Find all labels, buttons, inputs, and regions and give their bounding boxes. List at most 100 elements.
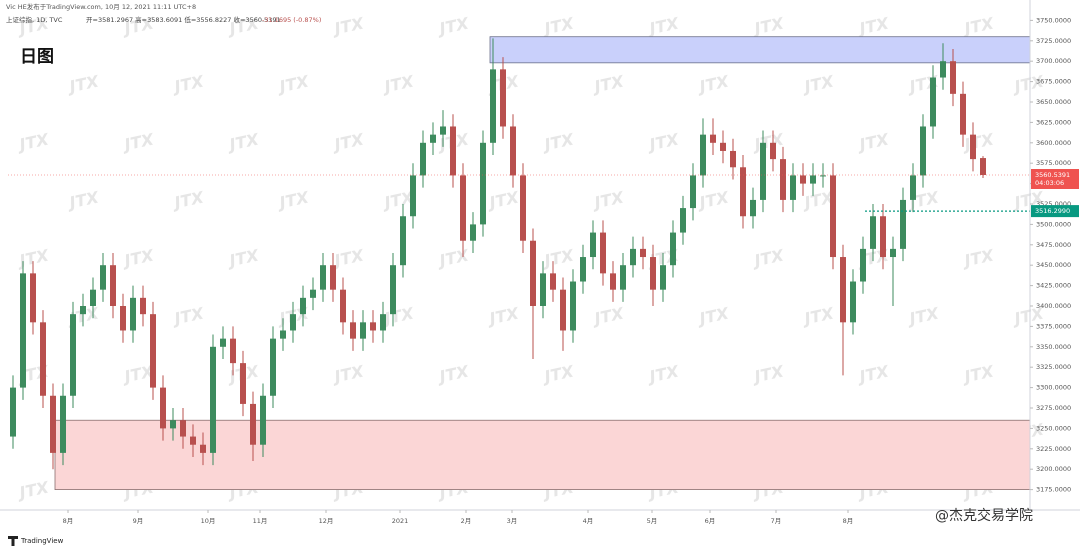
candle-body [410, 175, 416, 217]
watermark-credit: @杰克交易学院 [935, 507, 1033, 524]
candle-body [570, 281, 576, 331]
candle-body [120, 306, 126, 331]
candle-body [420, 142, 426, 176]
candle-body [800, 175, 806, 184]
candle-body [980, 158, 986, 176]
candle-body [10, 387, 16, 437]
y-tick-label: 3400.0000 [1036, 302, 1071, 310]
change-line: -31.1695 (-0.87%) [262, 16, 321, 24]
chart-title: 日图 [20, 47, 54, 67]
logo-text: TradingView [20, 537, 64, 545]
candle-body [830, 175, 836, 258]
candle-body [530, 240, 536, 306]
candle-body [920, 126, 926, 176]
candle-body [320, 265, 326, 290]
candle-body [460, 175, 466, 241]
candle-body [670, 232, 676, 266]
x-tick-label: 12月 [319, 517, 334, 525]
y-tick-label: 3350.0000 [1036, 343, 1071, 351]
candle-body [100, 265, 106, 290]
candle-body [260, 395, 266, 445]
candle-body [510, 126, 516, 176]
candle-body [160, 387, 166, 429]
candle-body [80, 306, 86, 315]
y-tick-label: 3225.0000 [1036, 445, 1071, 453]
candle-body [650, 257, 656, 290]
candle-body [240, 363, 246, 404]
y-tick-label: 3425.0000 [1036, 282, 1071, 290]
y-tick-label: 3275.0000 [1036, 404, 1071, 412]
candle-body [70, 314, 76, 396]
candle-body [390, 265, 396, 315]
candle-body [860, 248, 866, 282]
candle-body [230, 338, 236, 364]
y-tick-label: 3300.0000 [1036, 384, 1071, 392]
candle-body [590, 232, 596, 258]
x-tick-label: 8月 [843, 517, 854, 525]
author-line: Vic HE发布于TradingView.com, 10月 12, 2021 1… [6, 2, 196, 11]
candle-body [210, 346, 216, 453]
x-tick-label: 6月 [705, 517, 716, 525]
candle-body [760, 142, 766, 200]
x-tick-label: 2月 [461, 517, 472, 525]
candle-body [290, 314, 296, 331]
x-tick-label: 7月 [771, 517, 782, 525]
candle-body [90, 289, 96, 306]
x-tick-label: 11月 [253, 517, 268, 525]
y-tick-label: 3750.0000 [1036, 16, 1071, 24]
y-tick-label: 3650.0000 [1036, 98, 1071, 106]
candle-body [300, 297, 306, 315]
candle-body [720, 142, 726, 151]
candle-body [130, 297, 136, 331]
candle-body [360, 322, 366, 339]
zone [54, 419, 1031, 490]
candle-body [490, 69, 496, 143]
y-tick-label: 3525.0000 [1036, 200, 1071, 208]
candle-body [660, 265, 666, 290]
candle-body [250, 403, 256, 445]
candle-body [20, 273, 26, 388]
candle-body [220, 338, 226, 347]
candle-body [180, 420, 186, 437]
y-tick-label: 3675.0000 [1036, 78, 1071, 86]
candle-body [850, 281, 856, 323]
y-tick-label: 3700.0000 [1036, 57, 1071, 65]
candle-body [890, 248, 896, 258]
candle-body [810, 175, 816, 184]
candle-body [610, 273, 616, 290]
candle-body [900, 199, 906, 249]
y-tick-label: 3450.0000 [1036, 261, 1071, 269]
candle-body [770, 142, 776, 160]
candle-body [150, 314, 156, 388]
candle-body [730, 150, 736, 168]
candle-body [400, 216, 406, 266]
last-price-box [1031, 169, 1079, 190]
countdown-label: 04:03:06 [1035, 179, 1064, 187]
candle-body [270, 338, 276, 396]
candle-body [870, 216, 876, 249]
candle-body [350, 322, 356, 339]
candle-body [190, 436, 196, 445]
candle-body [550, 273, 556, 290]
y-tick-label: 3725.0000 [1036, 37, 1071, 45]
candle-body [440, 126, 446, 135]
candle-body [740, 167, 746, 217]
candle-body [520, 175, 526, 241]
candle-body [820, 175, 826, 177]
candle-body [200, 444, 206, 453]
candle-body [430, 134, 436, 143]
candle-body [340, 289, 346, 323]
candle-body [560, 289, 566, 331]
candle-body [700, 134, 706, 176]
candle-body [600, 232, 606, 274]
candle-body [50, 395, 56, 453]
logo-icon [8, 536, 18, 546]
level-label: 3516.2990 [1035, 207, 1070, 215]
x-tick-label: 2021 [392, 517, 409, 525]
candle-body [950, 61, 956, 94]
candle-body [500, 69, 506, 127]
candle-body [30, 273, 36, 323]
y-tick-label: 3625.0000 [1036, 118, 1071, 126]
candle-body [580, 257, 586, 282]
candle-body [840, 257, 846, 323]
